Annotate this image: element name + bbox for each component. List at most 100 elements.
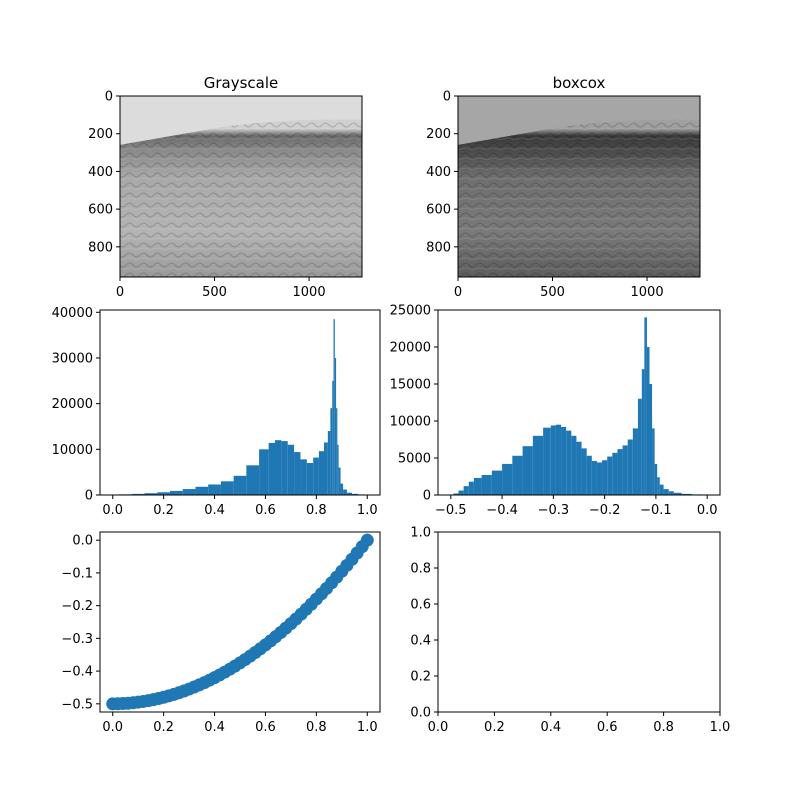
y-tick-label: 800 (88, 240, 113, 255)
y-tick-label: 200 (426, 127, 451, 142)
histogram-bar (287, 444, 295, 495)
histogram-bar (522, 446, 533, 495)
y-tick-label: 0 (423, 489, 431, 504)
histogram-bar (453, 493, 459, 495)
x-tick-label: 0.8 (306, 503, 327, 518)
histogram-bar (337, 444, 339, 495)
y-tick-label: 10000 (390, 415, 431, 430)
empty-axes: 0.0 0.2 0.4 0.6 0.8 1.0 0.0 0.2 0.4 0.6 0.8 1.0 (410, 526, 730, 736)
histogram-bar (343, 489, 347, 495)
scatter-point (360, 533, 374, 547)
histogram-bar (550, 425, 556, 495)
histogram-bar (627, 439, 633, 495)
x-tick-label: 500 (540, 285, 565, 300)
histogram-bar (458, 490, 464, 495)
histogram-bar (340, 483, 344, 495)
histogram-bar (468, 481, 474, 495)
y-tick-label: 10000 (52, 443, 93, 458)
histogram-bar (330, 408, 333, 495)
boxcox-hist-axes-frame (437, 309, 721, 496)
y-tick-label: 200 (88, 127, 113, 142)
y-tick-label: 400 (426, 165, 451, 180)
y-tick-label: 0.6 (410, 598, 431, 613)
histogram-bar (654, 463, 658, 495)
y-tick-label: 0.2 (410, 670, 431, 685)
x-tick-label: 0.4 (540, 720, 561, 735)
y-tick-label: 0 (105, 90, 113, 105)
histogram-bar (281, 441, 288, 495)
histogram-bar (502, 463, 513, 495)
x-tick-label: 0 (454, 285, 462, 300)
y-tick-label: 600 (426, 203, 451, 218)
empty-axes-frame (437, 531, 721, 713)
y-tick-label: 25000 (390, 304, 431, 319)
histogram-bar (607, 456, 613, 495)
histogram-bar (275, 440, 282, 495)
histogram-bar (602, 460, 608, 495)
grayscale-title: Grayscale (204, 74, 279, 92)
boxcox-title: boxcox (553, 74, 606, 92)
histogram-bar (463, 486, 469, 495)
histogram-bar (170, 490, 183, 495)
histogram-bar (473, 477, 482, 495)
y-tick-label: 0.0 (72, 534, 93, 549)
x-tick-label: 0.0 (102, 720, 123, 735)
boxcox-histogram-axes: −0.5 −0.4 −0.3 −0.2 −0.1 0.0 0 5000 10000 15000 20… (390, 304, 721, 518)
histogram-bar (512, 455, 523, 495)
x-tick-label: 0.6 (255, 720, 276, 735)
histogram-bar (306, 463, 314, 495)
x-tick-label: −0.2 (589, 503, 621, 518)
histogram-bar (657, 477, 660, 495)
y-tick-label: 600 (88, 203, 113, 218)
histogram-bar (646, 347, 650, 495)
x-tick-label: 1000 (631, 285, 664, 300)
x-tick-label: 0.8 (306, 720, 327, 735)
histogram-bar (543, 427, 551, 495)
histogram-bar (131, 493, 145, 495)
histogram-bar (591, 460, 597, 495)
histogram-bar (617, 449, 623, 495)
histogram-bar (338, 467, 341, 495)
boxcox-axes-frame (457, 95, 701, 278)
histogram-bar (157, 492, 170, 495)
histogram-bar (491, 470, 503, 495)
x-tick-label: 500 (202, 285, 227, 300)
y-tick-label: 800 (426, 240, 451, 255)
y-tick-label: 0.8 (410, 562, 431, 577)
histogram-bar (612, 452, 618, 495)
histogram-bar (327, 431, 331, 495)
x-tick-label: 0.0 (697, 503, 718, 518)
histogram-bar (659, 484, 664, 495)
histogram-bar (641, 369, 645, 495)
y-tick-label: −0.2 (61, 599, 93, 614)
x-tick-label: 0.6 (597, 720, 618, 735)
y-tick-label: −0.3 (61, 632, 93, 647)
histogram-bar (532, 435, 544, 495)
histogram-bar (555, 424, 562, 495)
y-tick-label: 0.0 (410, 706, 431, 721)
histogram-bar (352, 493, 359, 495)
x-tick-label: 1.0 (710, 720, 731, 735)
grayscale-image-background-region (120, 96, 362, 145)
histogram-bar (336, 408, 338, 495)
x-tick-label: 1.0 (357, 720, 378, 735)
histogram-bar (220, 481, 234, 495)
histogram-bar (268, 442, 275, 495)
y-tick-label: 20000 (390, 341, 431, 356)
y-tick-label: −0.1 (61, 566, 93, 581)
histogram-bar (182, 489, 196, 495)
histogram-bar (144, 493, 158, 495)
histogram-bar (334, 357, 337, 495)
x-tick-label: 0.6 (255, 503, 276, 518)
x-tick-label: 0 (116, 285, 124, 300)
x-tick-label: −0.5 (435, 503, 467, 518)
grayscale-histogram-axes: 0.0 0.2 0.4 0.6 0.8 1.0 0 10000 20000 30000 40000 (52, 306, 381, 518)
x-tick-label: −0.3 (538, 503, 570, 518)
boxcox-image-axes: 0 500 1000 0 200 400 600 800 boxcox (426, 74, 701, 300)
x-tick-label: 1.0 (357, 503, 378, 518)
y-tick-label: 0 (85, 489, 93, 504)
y-tick-label: 40000 (52, 306, 93, 321)
histogram-bar (681, 493, 692, 495)
x-tick-label: 0.0 (102, 503, 123, 518)
histogram-bar (673, 492, 682, 495)
